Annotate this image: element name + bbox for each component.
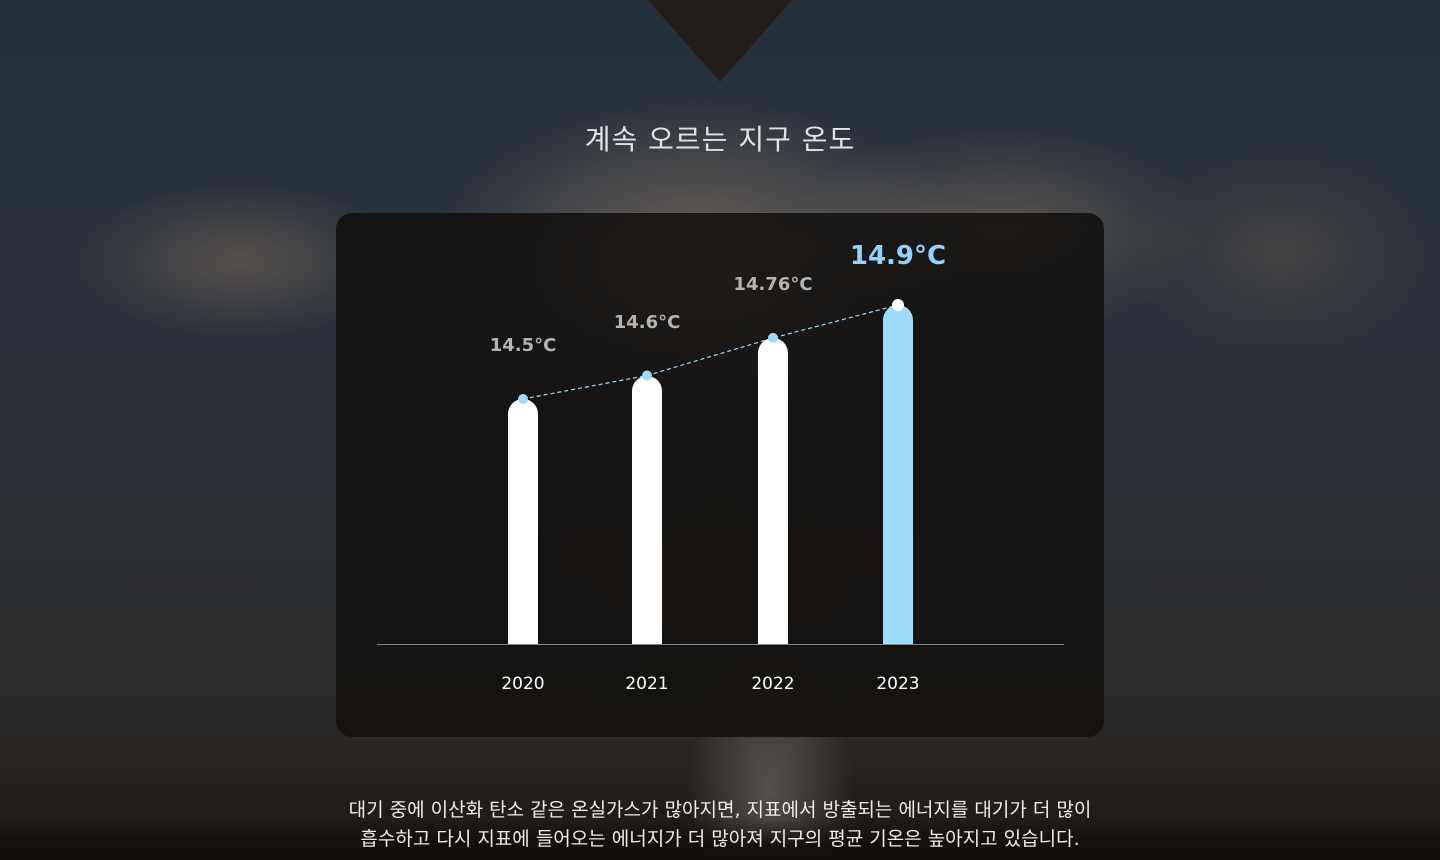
trend-point-2023 bbox=[892, 299, 904, 311]
trend-point-2021 bbox=[642, 370, 652, 381]
year-label-2020: 2020 bbox=[501, 674, 545, 694]
year-label-2022: 2022 bbox=[751, 674, 795, 694]
chart-baseline bbox=[377, 644, 1064, 645]
caption-line-2: 흡수하고 다시 지표에 들어오는 에너지가 더 많아져 지구의 평균 기온은 높… bbox=[360, 828, 1080, 850]
bar-2021 bbox=[632, 375, 662, 644]
caption: 대기 중에 이산화 탄소 같은 온실가스가 많아지면, 지표에서 방출되는 에너… bbox=[0, 796, 1440, 854]
chart-panel: 14.5°C 2020 14.6°C 2021 14.76°C 2022 14.9°C 202… bbox=[336, 213, 1104, 737]
trend-point-2022 bbox=[768, 332, 778, 343]
horizon-silhouette bbox=[0, 820, 1440, 860]
bar-2020 bbox=[508, 399, 538, 644]
year-label-2021: 2021 bbox=[625, 674, 669, 694]
year-label-2023: 2023 bbox=[876, 674, 920, 694]
page-title: 계속 오르는 지구 온도 bbox=[584, 123, 856, 156]
trend-point-2020 bbox=[518, 394, 528, 404]
value-label-2023: 14.9°C bbox=[849, 241, 947, 271]
bar-2023 bbox=[883, 305, 913, 644]
caption-line-1: 대기 중에 이산화 탄소 같은 온실가스가 많아지면, 지표에서 방출되는 에너… bbox=[348, 799, 1092, 821]
value-label-2020: 14.5°C bbox=[489, 335, 557, 356]
top-notch-decoration bbox=[648, 0, 792, 82]
bar-2022 bbox=[758, 337, 788, 644]
value-label-2021: 14.6°C bbox=[613, 311, 681, 333]
trend-line bbox=[522, 304, 899, 400]
trend-line-layer bbox=[518, 299, 904, 404]
value-label-2022: 14.76°C bbox=[733, 273, 813, 295]
